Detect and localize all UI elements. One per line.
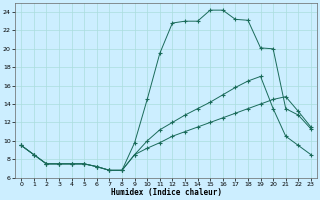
X-axis label: Humidex (Indice chaleur): Humidex (Indice chaleur)	[111, 188, 221, 197]
